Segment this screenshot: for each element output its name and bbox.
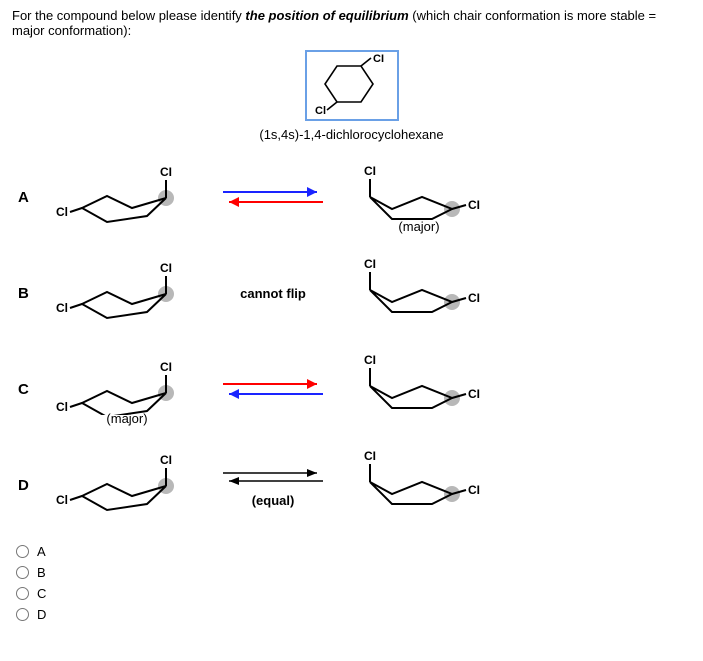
radio-icon[interactable]	[16, 566, 29, 579]
molecule-box: CI Cl	[305, 50, 399, 121]
svg-text:CI: CI	[364, 257, 376, 271]
svg-text:CI: CI	[364, 353, 376, 367]
chair-left-icon: Cl CI	[52, 446, 202, 524]
chair-c-left: Cl CI (major)	[52, 353, 202, 426]
top-cl-right: CI	[373, 54, 384, 65]
option-b[interactable]: B	[16, 565, 691, 580]
chair-left-icon: Cl CI	[52, 158, 202, 236]
chair-right-icon: CI CI	[344, 254, 494, 332]
svg-text:CI: CI	[160, 360, 172, 374]
row-label-b: B	[18, 285, 46, 302]
svg-text:Cl: Cl	[56, 493, 68, 507]
molecule-name: (1s,4s)-1,4-dichlorocyclohexane	[259, 127, 443, 142]
top-cl-left: Cl	[315, 105, 326, 114]
svg-text:CI: CI	[468, 387, 480, 401]
svg-text:Cl: Cl	[56, 400, 68, 414]
row-c: C Cl CI (major)	[18, 344, 691, 434]
chair-right-icon: CI CI	[344, 350, 494, 428]
svg-text:CI: CI	[364, 449, 376, 463]
answer-options: A B C D	[16, 544, 691, 622]
question-text: For the compound below please identify t…	[12, 8, 691, 38]
row-b: B Cl CI cannot flip	[18, 248, 691, 338]
question-emph: the position of equilibrium	[245, 8, 408, 23]
molecule-icon: CI Cl	[313, 54, 391, 114]
row-d: D Cl CI (equal)	[18, 440, 691, 530]
major-label-c: (major)	[106, 411, 147, 426]
option-c[interactable]: C	[16, 586, 691, 601]
header-molecule: CI Cl (1s,4s)-1,4-dichlorocyclohexane	[192, 50, 512, 142]
svg-text:CI: CI	[468, 198, 480, 212]
radio-icon[interactable]	[16, 608, 29, 621]
equal-text: (equal)	[252, 493, 295, 508]
row-label-c: C	[18, 381, 46, 398]
chair-left-icon: Cl CI	[52, 353, 202, 415]
chair-b-right: CI CI	[344, 254, 494, 332]
svg-text:CI: CI	[364, 164, 376, 178]
chair-a-right: CI CI (major)	[344, 161, 494, 234]
row-label-d: D	[18, 477, 46, 494]
svg-text:CI: CI	[468, 483, 480, 497]
svg-text:Cl: Cl	[56, 301, 68, 315]
option-d[interactable]: D	[16, 607, 691, 622]
chair-a-left: Cl CI	[52, 158, 202, 236]
equilibrium-arrows-a	[213, 182, 333, 212]
svg-text:CI: CI	[160, 261, 172, 275]
option-label: B	[37, 565, 46, 580]
center-b: cannot flip	[208, 286, 338, 301]
center-d: (equal)	[208, 463, 338, 508]
option-a[interactable]: A	[16, 544, 691, 559]
radio-icon[interactable]	[16, 545, 29, 558]
chair-d-right: CI CI	[344, 446, 494, 524]
center-a	[208, 182, 338, 212]
svg-text:CI: CI	[468, 291, 480, 305]
cannot-flip-text: cannot flip	[240, 286, 306, 301]
chair-right-icon: CI CI	[344, 446, 494, 524]
option-label: C	[37, 586, 46, 601]
option-label: D	[37, 607, 46, 622]
row-a: A Cl CI	[18, 152, 691, 242]
chair-b-left: Cl CI	[52, 254, 202, 332]
chair-left-icon: Cl CI	[52, 254, 202, 332]
row-label-a: A	[18, 189, 46, 206]
radio-icon[interactable]	[16, 587, 29, 600]
svg-text:CI: CI	[160, 453, 172, 467]
question-prefix: For the compound below please identify	[12, 8, 245, 23]
chair-right-icon: CI CI	[344, 161, 494, 223]
option-label: A	[37, 544, 46, 559]
chair-c-right: CI CI	[344, 350, 494, 428]
chair-d-left: Cl CI	[52, 446, 202, 524]
svg-text:Cl: Cl	[56, 205, 68, 219]
equilibrium-arrows-c	[213, 374, 333, 404]
equilibrium-arrows-d	[213, 463, 333, 493]
center-c	[208, 374, 338, 404]
svg-text:CI: CI	[160, 165, 172, 179]
major-label-a: (major)	[398, 219, 439, 234]
answer-rows: A Cl CI	[18, 152, 691, 530]
